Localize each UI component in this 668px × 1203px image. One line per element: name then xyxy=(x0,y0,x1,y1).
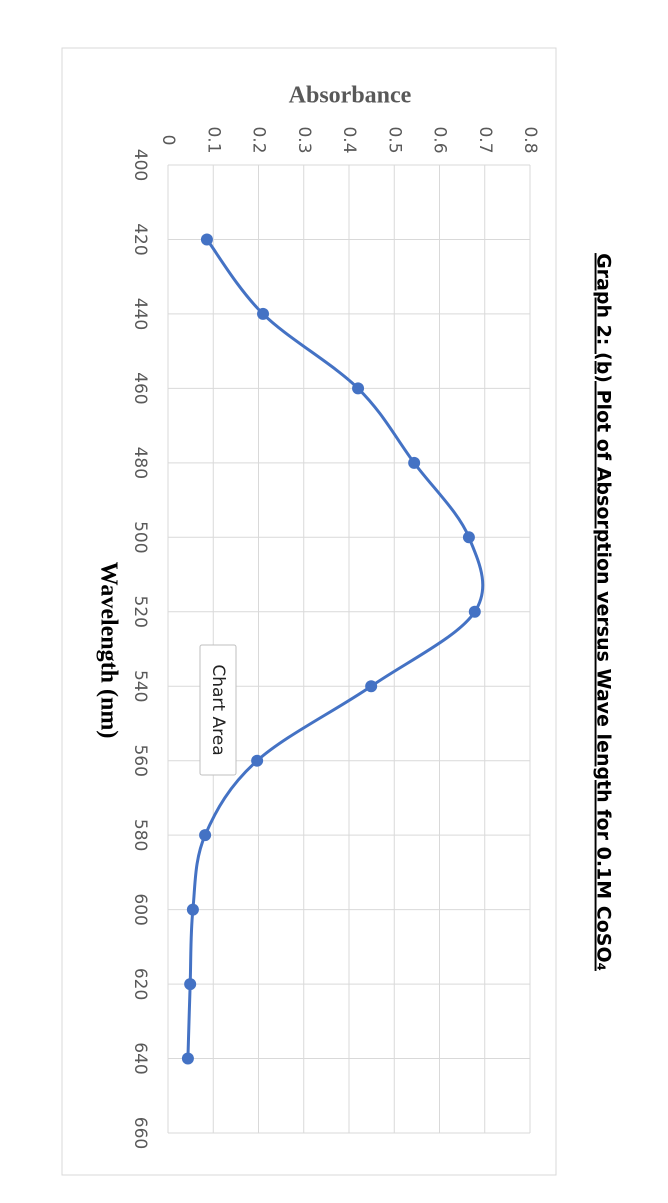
x-tick-label: 660 xyxy=(130,1117,150,1149)
y-tick-label: 0.3 xyxy=(294,126,314,153)
y-tick-label: 0.6 xyxy=(430,126,450,153)
y-tick-label: 0.4 xyxy=(339,126,359,153)
data-point xyxy=(200,233,213,246)
data-point xyxy=(257,307,270,320)
data-point xyxy=(468,605,481,618)
data-point xyxy=(199,829,212,842)
grid: 0 0.1 0.2 0.3 0.4 0.5 0.6 0.7 0.8 400 420 440 460 480… xyxy=(130,126,540,1149)
x-tick-label: 480 xyxy=(130,447,150,479)
data-point xyxy=(352,382,365,395)
y-tick-label: 0.7 xyxy=(475,126,495,153)
x-tick-label: 460 xyxy=(130,372,150,404)
plot xyxy=(181,233,485,1065)
x-tick-label: 600 xyxy=(130,893,150,925)
data-point xyxy=(186,903,199,916)
tooltip: Chart Area xyxy=(208,664,228,755)
x-tick-label: 540 xyxy=(130,670,150,702)
data-point xyxy=(184,978,197,991)
x-tick-label: 400 xyxy=(130,149,150,181)
y-tick-label: 0.1 xyxy=(203,126,223,153)
y-tick-label: 0.5 xyxy=(384,126,404,153)
x-tick-label: 620 xyxy=(130,968,150,1000)
y-axis-title: Absorbance xyxy=(289,83,412,109)
x-tick-label: 440 xyxy=(130,298,150,330)
x-tick-label: 420 xyxy=(130,223,150,255)
data-point xyxy=(181,1052,194,1065)
tooltip-box xyxy=(199,644,237,776)
y-tick-label: 0.8 xyxy=(520,126,540,153)
x-tick-label: 560 xyxy=(130,744,150,776)
data-point xyxy=(462,531,475,544)
x-tick-label: 520 xyxy=(130,596,150,628)
data-point xyxy=(408,456,421,469)
x-tick-label: 640 xyxy=(130,1042,150,1074)
data-point xyxy=(365,680,378,693)
chart-title: Graph 2: (b) Plot of Absorption versus W… xyxy=(593,253,615,971)
x-axis-title: Wavelength (nm) xyxy=(95,562,121,739)
x-tick-label: 580 xyxy=(130,819,150,851)
data-point xyxy=(251,754,264,767)
y-tick-label: 0 xyxy=(158,135,178,146)
y-tick-label: 0.2 xyxy=(249,126,269,153)
x-tick-label: 500 xyxy=(130,521,150,553)
